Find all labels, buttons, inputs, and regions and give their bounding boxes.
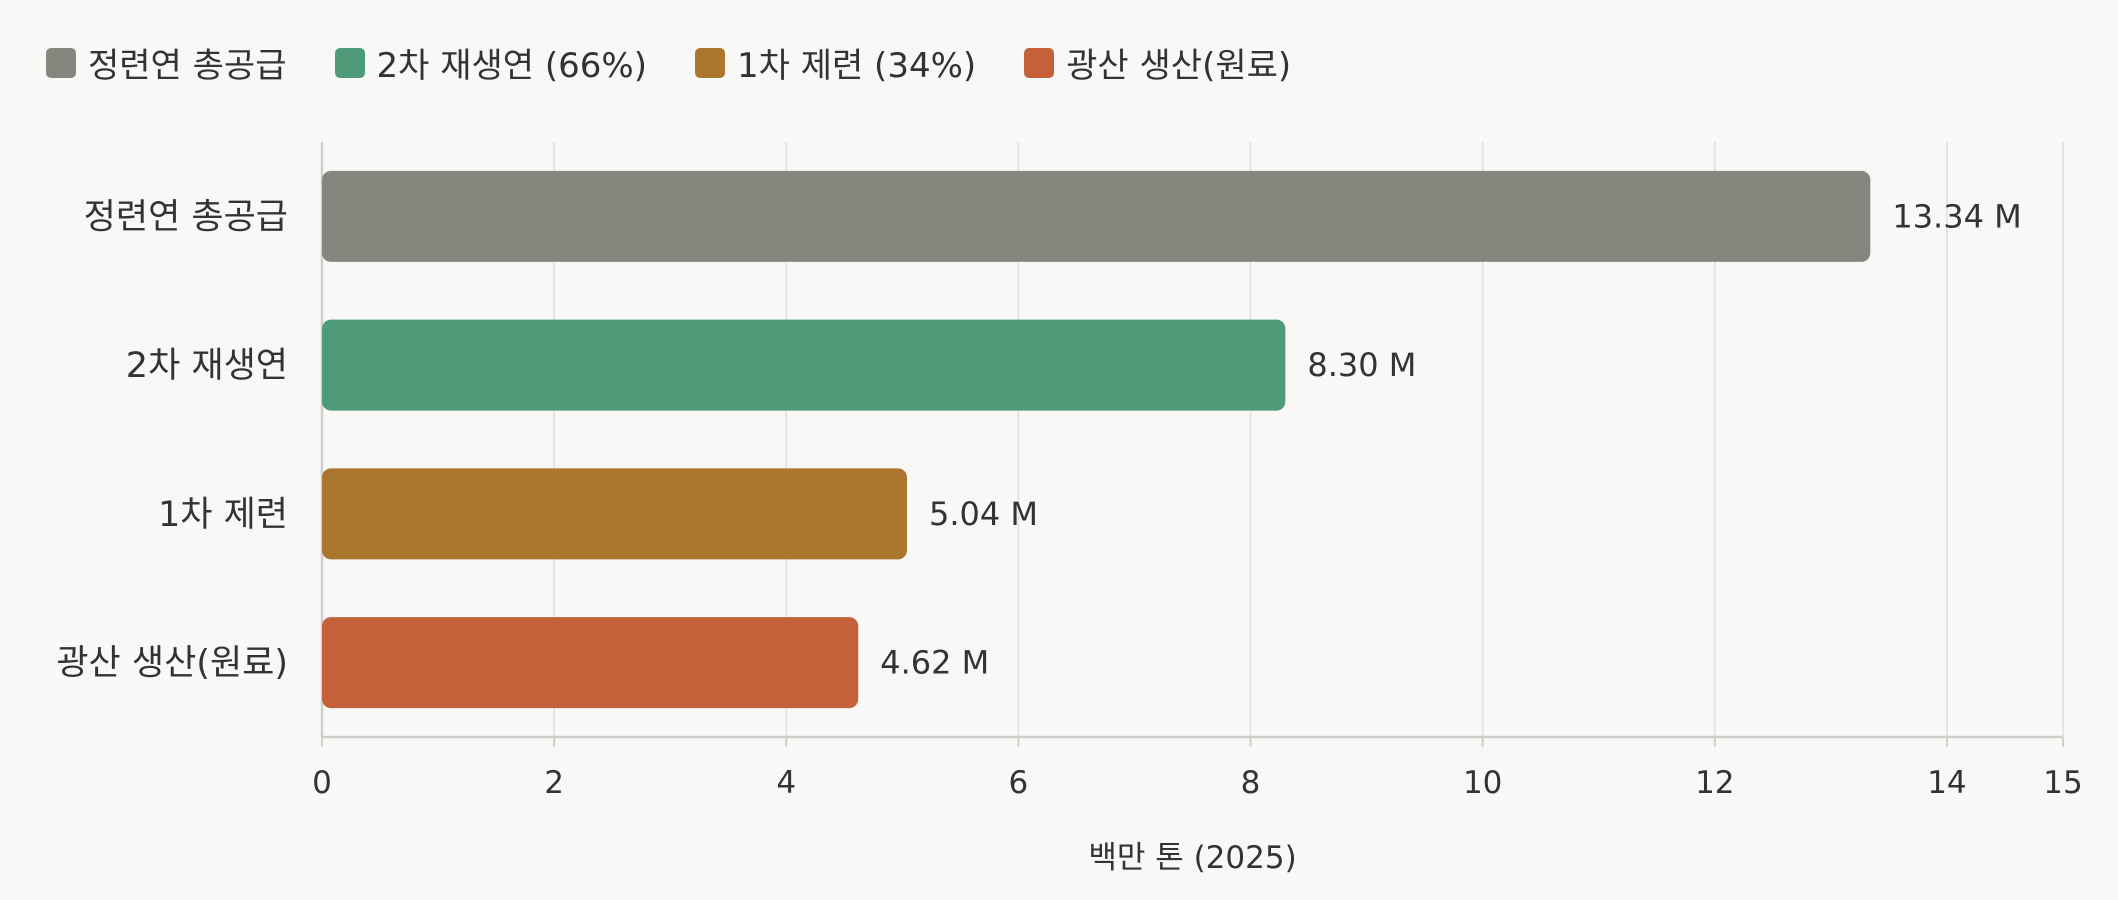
bar [322, 468, 907, 560]
legend-swatch [334, 47, 365, 78]
legend-item: 2차 재생연 (66%) [334, 38, 647, 87]
x-tick-label: 0 [312, 765, 332, 801]
bar [322, 319, 1286, 411]
x-tick-label: 12 [1695, 765, 1734, 801]
y-category-label: 정련연 총공급 [84, 197, 288, 237]
x-tick-label: 10 [1463, 765, 1502, 801]
legend-label: 2차 재생연 (66%) [376, 46, 647, 86]
legend-label: 1차 제련 (34%) [736, 46, 977, 86]
x-tick-label: 6 [1009, 765, 1029, 801]
y-category-label: 1차 제련 [158, 495, 288, 535]
x-tick-label: 8 [1241, 765, 1261, 801]
legend-swatch [46, 47, 76, 78]
y-category-label: 광산 생산(원료) [56, 644, 288, 684]
y-category-label: 2차 재생연 [126, 346, 288, 386]
bar-value-label: 5.04 M [929, 495, 1038, 533]
bar [322, 617, 859, 709]
axes: 0 2 4 6 8 10 12 14 15 [312, 735, 2083, 801]
x-tick-label: 14 [1927, 765, 1966, 801]
legend-swatch [1024, 47, 1055, 78]
bar [322, 170, 1871, 262]
bars: 정련연 총공급 13.34 M 2차 재생연 8.30 M 1차 제련 5.04 M 광산 … [56, 170, 2022, 709]
x-axis-title: 백만 톤 (2025) [1088, 840, 1296, 876]
x-tick-label: 2 [544, 765, 564, 801]
legend-item: 광산 생산(원료) [1024, 38, 1291, 87]
bar-value-label: 4.62 M [880, 644, 989, 682]
legend-label: 광산 생산(원료) [1066, 46, 1292, 86]
legend-item: 정련연 총공급 [46, 38, 287, 87]
x-tick-label: 4 [776, 765, 796, 801]
x-tick-label: 15 [2043, 765, 2082, 801]
legend-swatch [694, 47, 725, 78]
bar-value-label: 8.30 M [1307, 346, 1416, 384]
legend-item: 1차 제련 (34%) [694, 38, 977, 87]
bar-value-label: 13.34 M [1892, 197, 2021, 235]
legend-label: 정련연 총공급 [88, 46, 287, 86]
chart-legend: 정련연 총공급 2차 재생연 (66%) 1차 제련 (34%) 광산 생산(원료) [46, 38, 1291, 87]
